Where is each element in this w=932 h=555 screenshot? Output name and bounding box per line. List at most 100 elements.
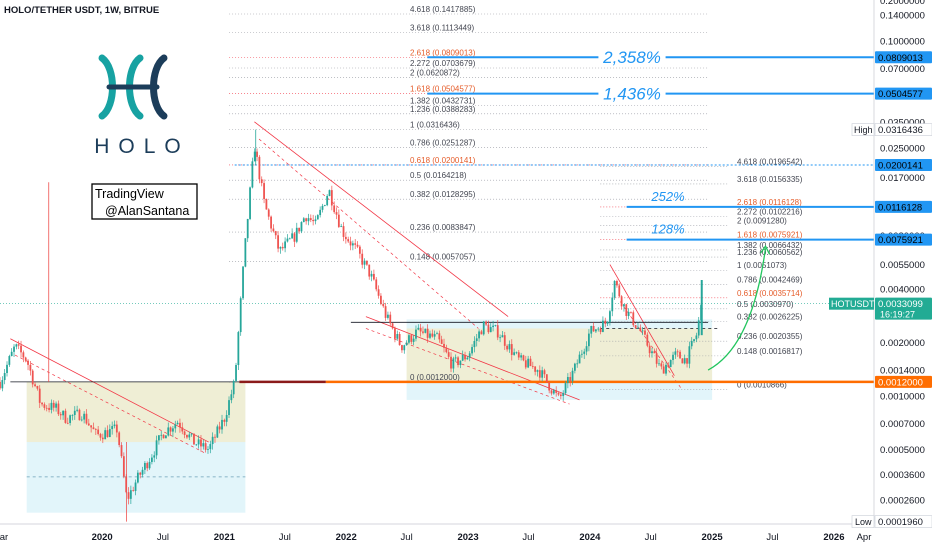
candle-body <box>239 298 242 333</box>
candle-body <box>436 333 438 335</box>
candle-body <box>545 374 548 383</box>
candle-body <box>613 281 616 298</box>
candle-body <box>127 492 130 499</box>
price-tag[interactable] <box>875 158 932 171</box>
fib2-level-label: 1.236 (0.0060562) <box>737 248 803 257</box>
candle-body <box>452 358 455 369</box>
candle-body <box>592 326 595 332</box>
candle-body <box>515 352 518 354</box>
candle-body <box>669 360 672 368</box>
fib2-level-label: 1 (0.0051073) <box>737 261 787 270</box>
annotation-bg <box>598 46 666 67</box>
zones-layer <box>26 319 713 513</box>
candle-body <box>363 260 366 265</box>
candle-body <box>17 344 20 346</box>
trendline <box>365 316 580 401</box>
candle-body <box>356 244 359 247</box>
fib-level-label: 3.618 (0.1113449) <box>410 24 475 33</box>
candle-body <box>291 233 294 239</box>
candle-body <box>667 364 670 368</box>
y-tick-label: 0.0250000 <box>880 143 925 154</box>
candle-body <box>536 370 539 372</box>
candle-body <box>148 461 151 469</box>
candle-body <box>176 422 179 425</box>
symbol-tag[interactable] <box>829 297 874 310</box>
candle-body <box>690 340 693 347</box>
candle-body <box>340 226 343 227</box>
candle-body <box>632 312 635 326</box>
candle-body <box>286 238 289 242</box>
candle-body <box>555 390 558 393</box>
candle-body <box>1 380 4 389</box>
candle-body <box>389 314 392 324</box>
candle-body <box>599 328 602 332</box>
candle-body <box>524 360 527 368</box>
fib-level-label: 2.618 (0.0809013) <box>410 48 476 57</box>
price-tag[interactable] <box>875 87 932 100</box>
candle-body <box>557 392 560 395</box>
candle-body <box>408 335 410 343</box>
fib2-level-label: 2.272 (0.0102216) <box>737 208 803 217</box>
candle-body <box>368 264 371 277</box>
candle-body <box>522 355 525 361</box>
candle-body <box>270 216 272 229</box>
candle-body <box>644 330 646 335</box>
candle-body <box>361 253 364 265</box>
candle-body <box>681 358 684 364</box>
candle-body <box>314 219 317 222</box>
candle-body <box>494 325 497 326</box>
candle-body <box>45 407 48 409</box>
candle-body <box>683 358 686 364</box>
candle-body <box>197 439 200 445</box>
price-tag[interactable] <box>875 51 932 64</box>
x-tick-label: 2020 <box>92 532 113 543</box>
candle-body <box>417 327 420 330</box>
growth-annotation: 252% <box>650 189 684 204</box>
low-tag-value: 0.0001960 <box>878 517 923 528</box>
candle-body <box>181 427 184 432</box>
candle-body <box>461 354 464 361</box>
candle-body <box>616 281 618 286</box>
candle-body <box>101 437 104 440</box>
candle-body <box>513 352 516 355</box>
candle-body <box>564 383 567 394</box>
candle-body <box>625 304 628 316</box>
y-tick-label: 0.1000000 <box>880 36 925 47</box>
candle-body <box>115 424 118 433</box>
price-tag[interactable] <box>875 200 932 213</box>
candle-body <box>27 360 29 365</box>
price-tag[interactable] <box>875 233 932 246</box>
candle-body <box>76 409 79 411</box>
candle-body <box>298 227 301 232</box>
projection-arrow <box>707 248 767 371</box>
candle-body <box>496 325 499 338</box>
price-tag[interactable] <box>875 375 932 388</box>
candle-body <box>559 394 562 397</box>
candle-body <box>382 303 385 307</box>
candle-body <box>249 187 251 219</box>
candle-body <box>146 463 149 469</box>
candle-body <box>158 435 160 441</box>
candle-body <box>380 295 382 304</box>
candle-body <box>22 352 25 358</box>
candle-body <box>139 472 142 475</box>
candle-body <box>209 444 212 450</box>
candle-body <box>475 338 478 341</box>
candle-body <box>59 414 62 416</box>
candle-body <box>260 179 263 184</box>
candle-body <box>284 241 287 249</box>
candle-body <box>454 357 457 359</box>
price-tag[interactable] <box>875 297 932 320</box>
high-tag-label: High <box>854 125 873 135</box>
candle-body <box>398 334 401 346</box>
candle-body <box>630 311 632 313</box>
candle-body <box>405 342 408 346</box>
candle-body <box>55 403 57 408</box>
candle-body <box>162 434 165 439</box>
candle-body <box>587 333 590 347</box>
candle-body <box>578 354 581 364</box>
candle-body <box>167 427 170 436</box>
candle-body <box>457 357 459 366</box>
